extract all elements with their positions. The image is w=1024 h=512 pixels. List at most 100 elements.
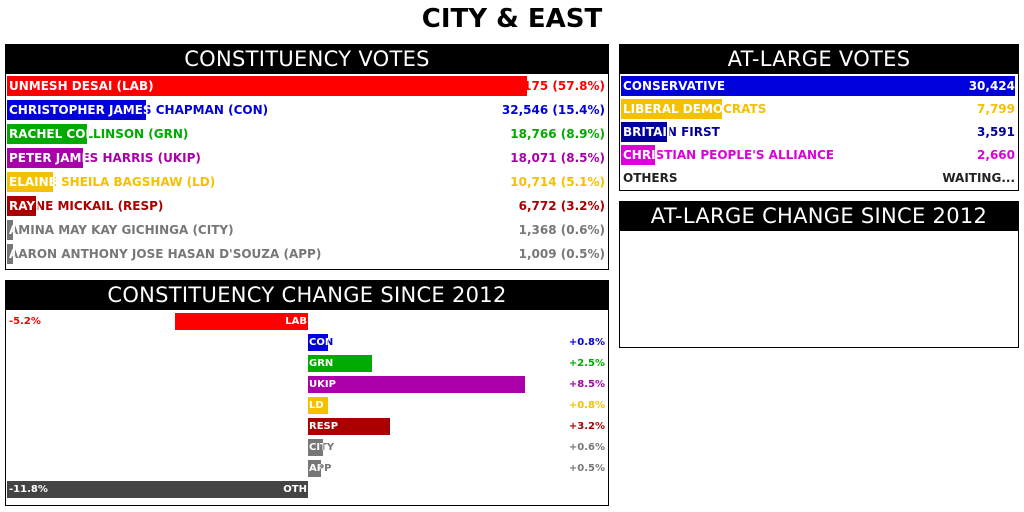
party-row: CHRISTIAN PEOPLE'S ALLIANCE CHRISTIAN PEO… [621,145,1017,165]
change-percent-label: +2.5% [568,358,605,369]
change-percent-label: +0.8% [568,337,605,348]
change-bar [308,355,372,372]
party-bar [621,99,722,119]
change-party-label-overlay: APP [309,463,332,474]
constituency-change-panel: CONSTITUENCY CHANGE SINCE 2012 LAB -5.2% C… [5,280,609,506]
party-row: LIBERAL DEMOCRATS LIBERAL DEMOCRATS 7,799 [621,99,1017,119]
change-party-label: CITY [309,442,335,453]
change-party-label: LAB [285,316,307,327]
change-party-label: OTH [283,484,307,495]
change-percent-label: +0.8% [568,400,605,411]
change-percent-label: +8.5% [568,379,605,390]
at-large-change-panel: AT-LARGE CHANGE SINCE 2012 [619,201,1019,348]
candidate-votes: 1,368 (0.6%) [518,223,605,237]
candidate-bar [7,124,88,144]
party-bar [621,76,1015,96]
change-row: LD LD +0.8% [7,397,607,414]
candidate-name-overlay: ELAINE SHEILA BAGSHAW (LD) [9,175,216,189]
candidate-name: PETER JAMES HARRIS (UKIP) [9,151,201,165]
candidate-name-overlay: CHRISTOPHER JAMES CHAPMAN (CON) [9,103,269,117]
change-party-label-overlay: CITY [309,442,335,453]
change-percent-label: -11.8% [9,484,48,495]
party-name-overlay: CHRISTIAN PEOPLE'S ALLIANCE [623,148,835,162]
party-name: CHRISTIAN PEOPLE'S ALLIANCE [623,148,835,162]
constituency-votes-panel: CONSTITUENCY VOTES UNMESH DESAI (LAB) UNM… [5,44,609,270]
constituency-votes-heading: CONSTITUENCY VOTES [6,45,608,74]
candidate-bar [7,76,527,96]
candidate-votes: 32,546 (15.4%) [501,103,605,117]
change-percent-label: +0.5% [568,463,605,474]
party-votes: 30,424 [968,79,1015,93]
candidate-name-overlay: RACHEL COLLINSON (GRN) [9,127,189,141]
party-name-overlay: LIBERAL DEMOCRATS [623,102,767,116]
candidate-name-overlay: PETER JAMES HARRIS (UKIP) [9,151,201,165]
change-row: CON CON +0.8% [7,334,607,351]
candidate-name: UNMESH DESAI (LAB) [9,79,154,93]
candidate-votes: 1,009 (0.5%) [518,247,605,261]
party-votes: WAITING... [942,171,1015,185]
candidate-name: RACHEL COLLINSON (GRN) [9,127,189,141]
party-bar [621,145,656,165]
change-bar [308,418,390,435]
candidate-row: RAYNE MICKAIL (RESP) RAYNE MICKAIL (RESP)… [7,196,607,216]
candidate-row: PETER JAMES HARRIS (UKIP) PETER JAMES HAR… [7,148,607,168]
at-large-votes-panel: AT-LARGE VOTES CONSERVATIVE CONSERVATIVE 3… [619,44,1019,191]
change-row: APP APP +0.5% [7,460,607,477]
change-party-label: GRN [309,358,334,369]
at-large-votes-heading: AT-LARGE VOTES [620,45,1018,74]
change-row: UKIP +8.5% [7,376,607,393]
candidate-row: AMINA MAY KAY GICHINGA (CITY) AMINA MAY K… [7,220,607,240]
candidate-name-overlay: UNMESH DESAI (LAB) [9,79,154,93]
party-name: LIBERAL DEMOCRATS [623,102,767,116]
candidate-bar [7,196,36,216]
change-percent-label: -5.2% [9,316,41,327]
candidate-row: ELAINE SHEILA BAGSHAW (LD) ELAINE SHEILA … [7,172,607,192]
change-bar [7,481,308,498]
candidate-bar [7,244,13,264]
constituency-change-heading: CONSTITUENCY CHANGE SINCE 2012 [6,281,608,310]
candidate-name: RAYNE MICKAIL (RESP) [9,199,164,213]
candidate-name-overlay: AMINA MAY KAY GICHINGA (CITY) [9,223,234,237]
party-bar [621,122,668,142]
change-row: RESP +3.2% [7,418,607,435]
change-bar [308,439,324,456]
change-bar [308,376,525,393]
party-row: OTHERS OTHERS WAITING... [621,168,1017,188]
change-row: CITY CITY +0.6% [7,439,607,456]
candidate-name-overlay: RAYNE MICKAIL (RESP) [9,199,164,213]
change-party-label: CON [309,337,334,348]
candidate-bar [7,100,146,120]
change-party-label: APP [309,463,332,474]
party-name: CONSERVATIVE [623,79,726,93]
candidate-bar [7,148,84,168]
change-percent-label: +0.6% [568,442,605,453]
candidate-votes: 18,766 (8.9%) [510,127,605,141]
party-row: BRITAIN FIRST BRITAIN FIRST 3,591 [621,122,1017,142]
candidate-votes: 122,175 (57.8%) [493,79,605,93]
candidate-name: AARON ANTHONY JOSE HASAN D'SOUZA (APP) [9,247,322,261]
party-name: BRITAIN FIRST [623,125,720,139]
change-party-label-overlay: LD [309,400,324,411]
page-title: CITY & EAST [421,4,603,34]
candidate-bar [7,220,13,240]
change-party-label: RESP [309,421,339,432]
party-name-overlay: CONSERVATIVE [623,79,726,93]
candidate-row: AARON ANTHONY JOSE HASAN D'SOUZA (APP) AA… [7,244,607,264]
change-party-label: UKIP [309,379,336,390]
at-large-change-heading: AT-LARGE CHANGE SINCE 2012 [620,202,1018,231]
candidate-votes: 18,071 (8.5%) [510,151,605,165]
party-votes: 3,591 [977,125,1015,139]
change-percent-label: +3.2% [568,421,605,432]
change-bar [308,460,321,477]
party-votes: 2,660 [977,148,1015,162]
candidate-row: CHRISTOPHER JAMES CHAPMAN (CON) CHRISTOPH… [7,100,607,120]
candidate-name-overlay: AARON ANTHONY JOSE HASAN D'SOUZA (APP) [9,247,322,261]
change-bar [175,313,308,330]
party-row: CONSERVATIVE CONSERVATIVE 30,424 [621,76,1017,96]
change-bar [308,397,329,414]
candidate-row: RACHEL COLLINSON (GRN) RACHEL COLLINSON (… [7,124,607,144]
candidate-row: UNMESH DESAI (LAB) UNMESH DESAI (LAB) 122,… [7,76,607,96]
change-row: GRN +2.5% [7,355,607,372]
change-bar [308,334,329,351]
change-row: LAB -5.2% [7,313,607,330]
